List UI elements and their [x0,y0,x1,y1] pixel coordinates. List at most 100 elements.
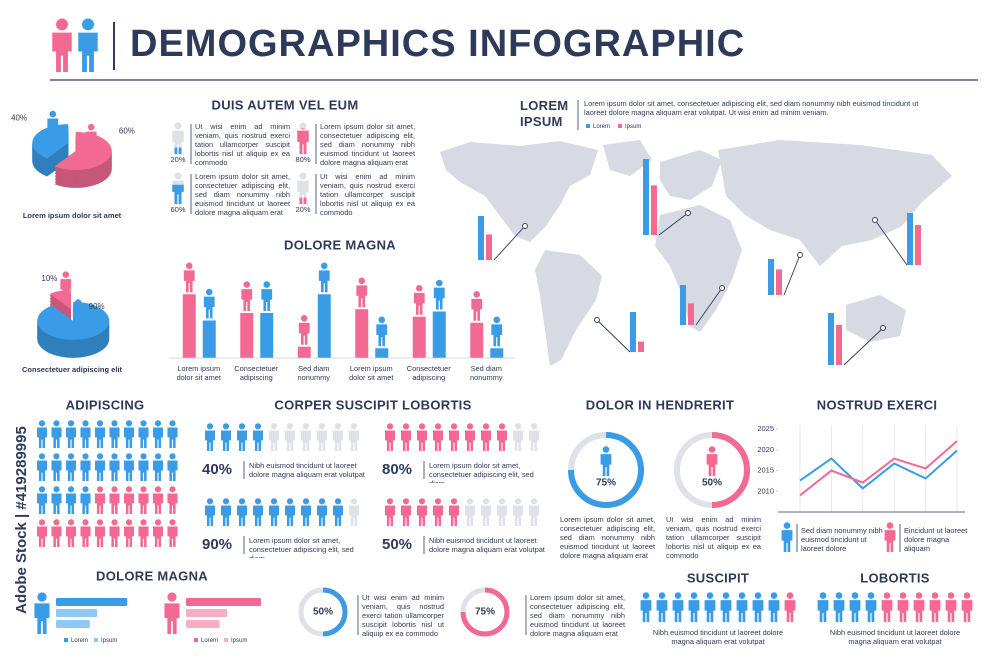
person-icon [704,592,716,622]
section-title: CORPER SUSCIPIT LOBORTIS [274,397,471,412]
map-title: LOREM IPSUM [520,98,569,130]
person-head [530,423,538,430]
person-body [299,197,307,204]
percent-label: 80% [382,461,412,478]
person-body [94,427,106,448]
person-body [448,430,460,451]
person-icon [528,423,540,451]
person-icon [865,592,877,622]
person-head [82,453,89,460]
person-icon [60,271,72,302]
person-icon [332,498,344,526]
person-icon [109,453,120,481]
person-body [348,505,360,526]
person-body [34,603,50,635]
person-body [496,430,508,451]
person-head [96,420,104,427]
person-head [435,279,443,287]
person-body [318,270,330,293]
map-bar [638,341,644,352]
person-icon [464,498,476,526]
person-body [65,427,77,448]
person-icon [600,446,612,476]
person-icon [817,592,829,622]
person-body [736,600,748,622]
person-body [80,493,91,514]
note-text-box: Sed diam nonummy nibh euismod tincidunt … [801,526,883,553]
person-body [298,322,310,345]
bar [490,348,504,358]
person-body [51,460,62,481]
person-icon [94,453,106,481]
person-head [38,453,46,460]
person-head [299,122,307,130]
person-icon [480,498,492,526]
person-body [65,526,77,547]
person-head [174,122,182,130]
person-icon [416,423,428,451]
person-body [384,505,396,526]
person-body [284,430,296,451]
item-text: Nibh euismod tincidunt ut laoreet dolore… [249,461,365,480]
legend-label: Ipsum [101,638,117,644]
person-head [418,423,426,430]
person-body [123,460,135,481]
section-title: DOLOR IN HENDRERIT [586,397,734,412]
item-text: Lorem ipsum dolor sit amet, consectetuer… [195,172,290,218]
person-head [286,423,294,430]
map-landmass [655,205,742,332]
person-icon [152,486,164,514]
person-body [36,526,48,547]
person-icon [51,453,62,481]
person-icon [167,420,178,448]
section-title: DUIS AUTEM VEL EUM [212,97,359,112]
person-body [204,430,216,451]
donut-arc [460,587,510,637]
donut-text-box: Lorem ipsum dolor sit amet, consectetuer… [530,593,625,638]
person-body [183,270,195,293]
person-icon [268,423,280,451]
person-head [53,420,60,427]
pointer-dot [594,317,600,323]
pie-caption: Lorem ipsum dolor sit amet [23,211,122,220]
person-body [884,530,896,552]
person-head [493,316,501,324]
person-body [929,600,941,622]
category-label-box: Sed diam nonummy [470,364,503,383]
person-body [204,505,216,526]
category-label: Sed diam nonummy [470,364,503,383]
value-label: 60% [170,205,185,214]
person-icon [51,519,62,547]
person-body [961,600,973,622]
person-icon [496,423,508,451]
person-icon [961,592,973,622]
pointer-line [843,327,884,366]
person-icon [433,279,445,310]
person-icon [672,592,684,622]
person-head [169,519,176,526]
person-head [466,423,474,430]
hbar [56,609,98,617]
person-body [284,505,296,526]
person-head [53,486,60,493]
donut-text: Lorem ipsum dolor sit amet, consectetuer… [560,515,655,561]
donut-text: Ut wisi enim ad minim veniam, quis nostr… [666,515,761,561]
person-head [450,498,458,505]
person-body [781,530,793,552]
person-body [706,454,718,476]
person-icon [528,498,540,526]
bar [470,322,484,358]
person-body [849,600,861,622]
person-icon [123,453,135,481]
person-icon [204,498,216,526]
person-icon [318,262,330,293]
person-head [915,592,923,599]
person-body [316,430,328,451]
person-head [302,423,310,430]
category-label-box: Consectetuer adipiscing [407,364,451,382]
person-icon [881,592,893,622]
person-icon [94,486,106,514]
person-icon [297,128,309,154]
person-body [784,600,796,622]
